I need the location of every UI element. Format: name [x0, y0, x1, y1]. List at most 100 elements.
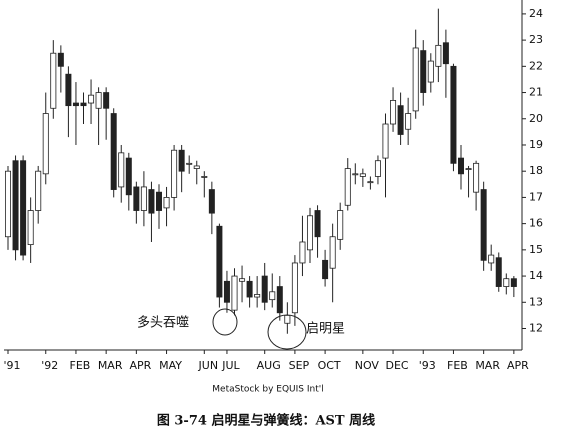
- annotation: 启明星: [306, 322, 345, 337]
- y-tick-label: 23: [529, 33, 543, 46]
- x-tick-label: APR: [129, 359, 151, 372]
- candle-body: [178, 149, 185, 172]
- candle-body: [42, 113, 49, 175]
- annotation-circle: [212, 308, 238, 336]
- candle-body: [12, 160, 19, 251]
- x-tick-label: OCT: [318, 359, 341, 372]
- candle-body: [314, 210, 321, 238]
- candle-body: [503, 278, 510, 287]
- y-tick-label: 17: [529, 190, 543, 203]
- candle-body: [231, 275, 238, 311]
- y-tick-label: 20: [529, 112, 543, 125]
- x-tick-label: APR: [507, 359, 529, 372]
- candle-body: [306, 215, 313, 251]
- candle-body: [322, 259, 329, 280]
- candle-body: [148, 189, 155, 214]
- x-tick-label: '93: [419, 359, 436, 372]
- candle-body: [337, 210, 344, 240]
- candle-body: [118, 152, 125, 188]
- candle-body: [480, 189, 487, 261]
- candle-body: [57, 52, 64, 67]
- x-tick-label: '92: [41, 359, 58, 372]
- y-tick-label: 14: [529, 269, 543, 282]
- candle-body: [390, 100, 397, 125]
- candle-body: [5, 170, 11, 238]
- candle-body: [155, 191, 162, 211]
- candle-body: [276, 286, 283, 314]
- candle-body: [208, 189, 215, 214]
- candle-body: [223, 280, 230, 303]
- candle-body: [50, 52, 57, 109]
- candle-body: [201, 176, 208, 178]
- y-tick-label: 13: [529, 295, 543, 308]
- candle-body: [193, 165, 200, 169]
- candle-body: [352, 173, 359, 176]
- y-tick-label: 15: [529, 243, 543, 256]
- x-tick-label: '91: [3, 359, 20, 372]
- x-tick-label: SEP: [289, 359, 310, 372]
- candle-body: [374, 160, 381, 177]
- candle-body: [495, 257, 502, 287]
- x-tick-label: FEB: [447, 359, 468, 372]
- caption: 图 3-74 启明星与弹簧线：AST 周线: [157, 413, 375, 429]
- candle-body: [465, 168, 472, 170]
- candle-body: [344, 168, 351, 206]
- candle-body: [163, 197, 170, 209]
- candle-body: [435, 44, 442, 67]
- candle-body: [420, 50, 427, 93]
- candle-body: [27, 210, 34, 246]
- y-tick-label: 24: [529, 7, 543, 20]
- x-tick-label: MAY: [159, 359, 182, 372]
- candle-body: [450, 65, 457, 164]
- candle-body: [239, 278, 246, 282]
- y-tick-label: 22: [529, 59, 543, 72]
- candle-body: [269, 291, 276, 301]
- candle-body: [88, 94, 95, 104]
- candle-body: [359, 173, 366, 177]
- candle-body: [80, 102, 87, 107]
- x-tick-label: MAR: [475, 359, 500, 372]
- candle-body: [171, 149, 178, 198]
- y-tick-label: 19: [529, 138, 543, 151]
- candle-body: [95, 92, 102, 109]
- candle-body: [291, 262, 298, 314]
- candle-body: [382, 123, 389, 159]
- y-tick-label: 12: [529, 322, 543, 335]
- candle-body: [329, 236, 336, 269]
- y-tick-label: 21: [529, 86, 543, 99]
- candle-body: [254, 294, 261, 298]
- candle-body: [20, 160, 27, 256]
- candle-body: [473, 162, 480, 193]
- candle-body: [103, 92, 110, 109]
- x-tick-label: NOV: [355, 359, 380, 372]
- candle-body: [284, 314, 291, 324]
- candle-body: [405, 113, 412, 130]
- y-tick-label: 16: [529, 217, 543, 230]
- candle-body: [246, 280, 253, 298]
- y-tick-label: 18: [529, 164, 543, 177]
- candle-body: [488, 254, 495, 264]
- x-tick-label: FEB: [70, 359, 91, 372]
- footer: MetaStock by EQUIS Int'l: [212, 385, 323, 395]
- candle-body: [412, 47, 419, 112]
- candle-body: [427, 60, 434, 83]
- candle-body: [72, 102, 79, 107]
- candle-body: [367, 181, 374, 184]
- candle-body: [457, 157, 464, 175]
- candle-body: [397, 105, 404, 135]
- candle-body: [442, 42, 449, 65]
- candle-body: [261, 275, 268, 303]
- candle-body: [65, 73, 72, 107]
- candle-body: [133, 186, 140, 211]
- candle-body: [35, 170, 42, 211]
- x-tick-label: JUN: [198, 359, 219, 372]
- candle-body: [140, 186, 147, 211]
- candle-body: [216, 225, 223, 298]
- x-tick-label: DEC: [385, 359, 408, 372]
- candle-body: [299, 241, 306, 264]
- candle-body: [186, 162, 193, 165]
- x-tick-label: JUL: [221, 359, 240, 372]
- x-tick-label: AUG: [257, 359, 281, 372]
- candle-body: [125, 157, 132, 196]
